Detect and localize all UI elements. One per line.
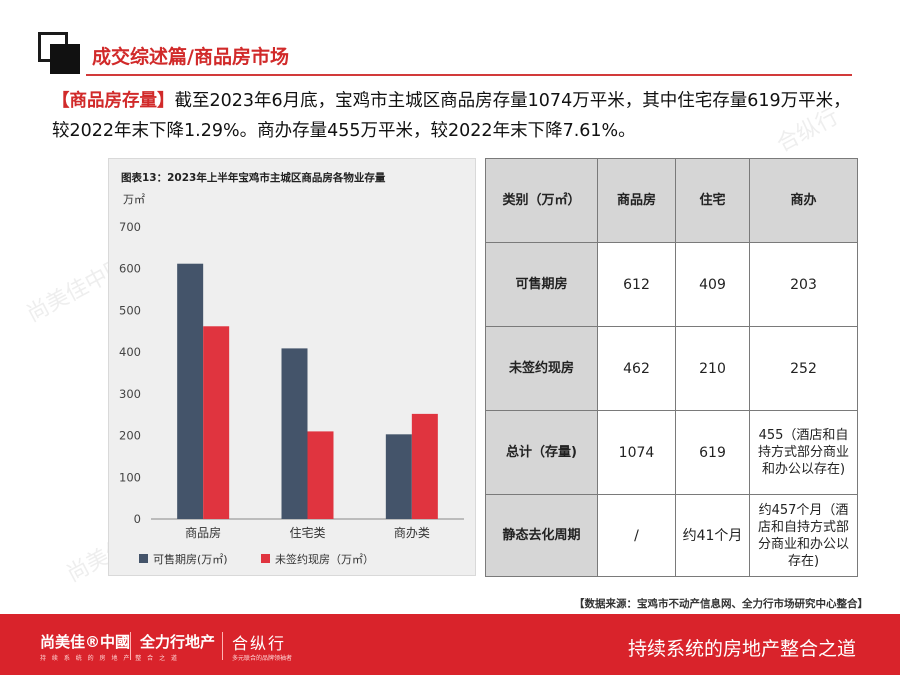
footer-brand-tagline: 持 续 系 统 的 房 地 产 整 合 之 道 [40,655,179,662]
table-row: 总计（存量) 1074 619 455（酒店和自持方式部分商业和办公以存在) [485,410,858,495]
stock-chart: 图表13：2023年上半年宝鸡市主城区商品房各物业存量 万㎡ 0 100 200 300 4… [108,158,476,576]
table-cell: 619 [675,410,750,495]
footer-brand-logo: 尚美佳®中國 [40,633,131,651]
legend-label: 未签约现房（万㎡） [275,552,374,566]
data-source: 【数据来源：宝鸡市不动产信息网、全力行市场研究中心整合】 [574,598,868,610]
y-tick-label: 300 [119,387,141,401]
table-cell: 462 [597,326,676,411]
intro-paragraph: 【商品房存量】截至2023年6月底，宝鸡市主城区商品房存量1074万平米，其中住… [52,86,862,146]
intro-tag: 【商品房存量】 [52,91,175,111]
table-header-row: 类别（万㎡） 商品房 住宅 商办 [485,158,858,243]
footer-divider [130,632,131,660]
x-tick-label: 住宅类 [289,525,325,540]
y-tick-label: 400 [119,345,141,359]
y-tick-label: 700 [119,220,141,234]
table-cell: 252 [749,326,858,411]
y-tick-label: 500 [119,303,141,317]
legend-swatch [261,554,270,563]
table-row-label: 总计（存量) [485,410,598,495]
title-divider [86,74,852,76]
y-tick-label: 100 [119,470,141,484]
x-tick-label: 商办类 [394,525,430,540]
chart-ylabel: 万㎡ [123,193,145,206]
header-deco-square-fill [50,44,80,74]
table-header-cell: 商品房 [597,158,676,243]
footer-bar: 尚美佳®中國 持 续 系 统 的 房 地 产 整 合 之 道 全力行地产 合纵行… [0,614,900,675]
table-header-cell: 住宅 [675,158,750,243]
table-cell: 612 [597,242,676,327]
legend-label: 可售期房(万㎡) [153,552,228,566]
table-row: 可售期房 612 409 203 [485,242,858,327]
footer-brand-logo-3: 合纵行 [232,634,287,653]
stock-table: 类别（万㎡） 商品房 住宅 商办 可售期房 612 409 203 未签约现房 … [485,158,858,577]
table-header-cell: 类别（万㎡） [485,158,598,243]
footer-divider [222,632,223,660]
footer-brand-logo-2: 全力行地产 [140,633,216,651]
table-row-label: 未签约现房 [485,326,598,411]
table-cell: 约457个月（酒店和自持方式部分商业和办公以存在) [749,494,858,577]
bar-presale [281,348,308,519]
table-row: 静态去化周期 / 约41个月 约457个月（酒店和自持方式部分商业和办公以存在) [485,494,858,577]
table-cell: 409 [675,242,750,327]
footer-brand-tagline-3: 多元联合的品牌领袖者 [232,655,293,662]
section-title: 成交综述篇/商品房市场 [92,46,289,68]
y-tick-label: 600 [119,262,141,276]
table-cell: 203 [749,242,858,327]
bar-unsigned [307,431,334,519]
y-tick-label: 200 [119,429,141,443]
bar-unsigned [411,413,438,519]
table-cell: 约41个月 [675,494,750,577]
table-cell: / [597,494,676,577]
footer-slogan: 持续系统的房地产整合之道 [627,638,856,660]
chart-title: 图表13：2023年上半年宝鸡市主城区商品房各物业存量 [121,171,386,184]
legend-swatch [139,554,148,563]
table-row-label: 静态去化周期 [485,494,598,577]
table-row: 未签约现房 462 210 252 [485,326,858,411]
y-tick-label: 0 [134,512,141,526]
bar-presale [385,434,412,519]
x-tick-label: 商品房 [185,525,221,540]
table-header-cell: 商办 [749,158,858,243]
bar-unsigned [203,326,230,519]
table-cell: 455（酒店和自持方式部分商业和办公以存在) [749,410,858,495]
bar-presale [177,263,204,519]
table-cell: 1074 [597,410,676,495]
table-row-label: 可售期房 [485,242,598,327]
table-cell: 210 [675,326,750,411]
intro-text: 截至2023年6月底，宝鸡市主城区商品房存量1074万平米，其中住宅存量619万… [52,91,851,141]
